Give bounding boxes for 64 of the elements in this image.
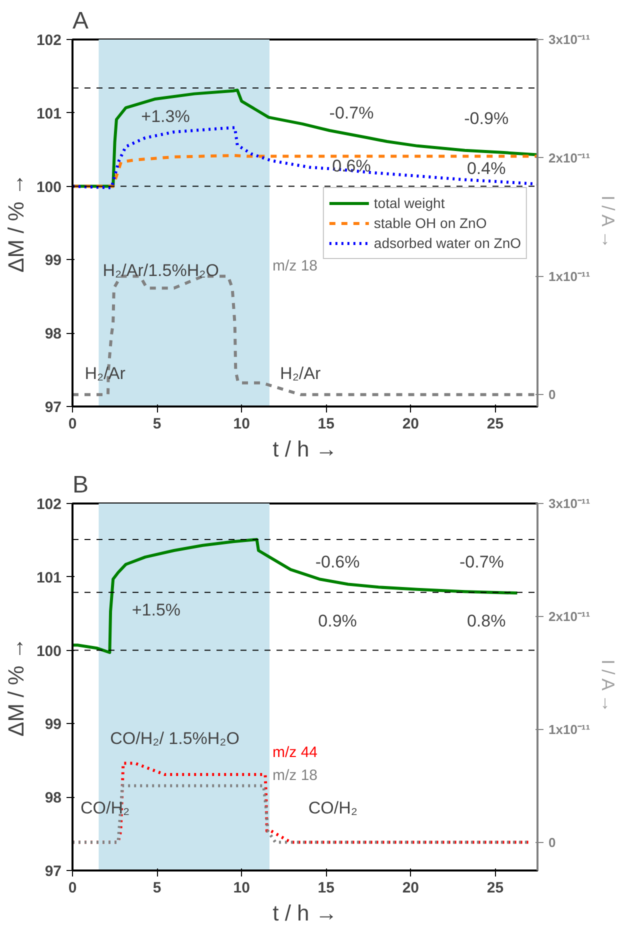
annotation: -0.7% xyxy=(459,552,504,572)
x-axis-title: t / h → xyxy=(272,900,338,926)
legend-label: total weight xyxy=(374,194,445,210)
x-tick-label: 10 xyxy=(233,880,250,896)
y-tick-label: 100 xyxy=(36,642,62,660)
annotation: 0.9% xyxy=(318,611,357,630)
annotation: -0.7% xyxy=(329,103,374,122)
y-axis-title: ΔM / % → xyxy=(3,637,28,737)
y2-tick-label: 2x10⁻¹¹ xyxy=(548,150,590,166)
y2-tick-label: 1x10⁻¹¹ xyxy=(548,722,590,737)
chart-title: A xyxy=(72,8,89,34)
x-tick-label: 0 xyxy=(68,416,77,432)
x-tick-label: 15 xyxy=(318,416,334,432)
annotation: CO/H₂ xyxy=(80,798,130,818)
annotation: H₂/Ar/1.5%H₂O xyxy=(102,261,219,280)
text: m/z 18 xyxy=(272,257,318,274)
annotation: CO/H₂ xyxy=(308,798,358,818)
annotation: +1.3% xyxy=(141,107,190,126)
chart-title: B xyxy=(72,472,89,498)
y-tick-label: 101 xyxy=(36,569,62,586)
y2-tick-label: 3x10⁻¹¹ xyxy=(548,32,590,47)
annotation: H₂/Ar xyxy=(84,364,126,383)
annotation: 0.6% xyxy=(332,156,371,176)
y-tick-label: 99 xyxy=(44,252,62,270)
y-axis-title: ΔM / % → xyxy=(3,173,28,273)
y-tick-label: 97 xyxy=(44,399,62,416)
annotation: -0.9% xyxy=(464,108,509,128)
y-tick-label: 98 xyxy=(44,326,62,343)
x-tick-label: 20 xyxy=(402,416,420,432)
x-tick-label: 5 xyxy=(152,416,162,432)
x-tick-label: 10 xyxy=(233,416,250,432)
x-axis-title: t / h → xyxy=(272,436,338,462)
annotation: CO/H₂/ 1.5%H₂O xyxy=(110,728,240,748)
annotation: +1.5% xyxy=(132,600,181,620)
y2-tick-label: 1x10⁻¹¹ xyxy=(548,268,590,284)
legend-label: adsorbed water on ZnO xyxy=(374,234,521,250)
legend-label: stable OH on ZnO xyxy=(374,214,487,230)
annotation: -0.6% xyxy=(315,552,360,572)
y-tick-label: 97 xyxy=(44,863,62,880)
annotation: 0.4% xyxy=(466,159,506,178)
y2-axis-title: I / A → xyxy=(598,659,618,713)
y-tick-label: 102 xyxy=(36,32,62,49)
line-series xyxy=(72,538,519,654)
x-tick-label: 0 xyxy=(68,880,77,896)
y-tick-label: 100 xyxy=(36,178,62,196)
x-tick-label: 15 xyxy=(318,880,334,896)
annotation: 0.8% xyxy=(466,611,506,630)
y2-tick-label: 0 xyxy=(548,834,556,850)
x-tick-label: 5 xyxy=(152,880,162,896)
y2-tick-label: 2x10⁻¹¹ xyxy=(548,608,590,624)
line-series xyxy=(72,154,538,188)
y-tick-label: 102 xyxy=(36,496,62,513)
annotation: H₂/Ar xyxy=(280,364,321,383)
y2-tick-label: 3x10⁻¹¹ xyxy=(548,496,590,511)
y-tick-label: 101 xyxy=(36,105,62,122)
series-label: m/z 18 xyxy=(272,766,318,784)
x-tick-label: 20 xyxy=(402,880,420,896)
x-tick-label: 25 xyxy=(486,416,504,432)
x-tick-label: 25 xyxy=(486,880,504,896)
y2-axis-title: I / A → xyxy=(598,195,618,249)
series-label: m/z 44 xyxy=(272,744,318,762)
y-tick-label: 98 xyxy=(44,790,62,807)
y-tick-label: 99 xyxy=(44,716,62,734)
y2-tick-label: 0 xyxy=(548,387,556,402)
